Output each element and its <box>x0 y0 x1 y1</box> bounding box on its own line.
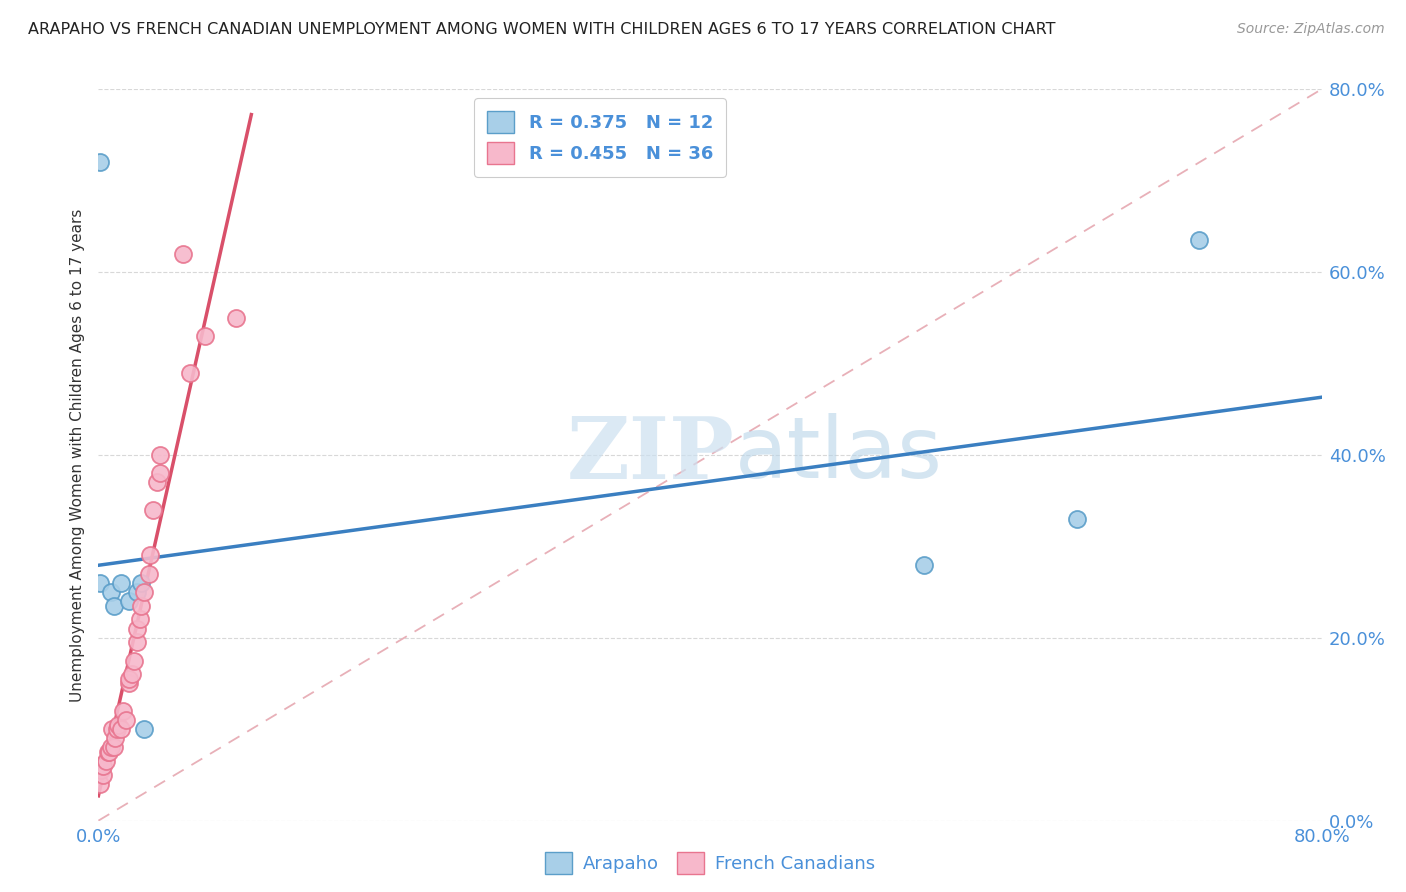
Point <box>118 672 141 686</box>
Point <box>121 667 143 681</box>
Point <box>98 745 121 759</box>
Point <box>105 723 128 737</box>
Point <box>125 635 148 649</box>
Point <box>101 723 124 737</box>
Y-axis label: Unemployment Among Women with Children Ages 6 to 17 years: Unemployment Among Women with Children A… <box>70 208 86 702</box>
Legend: Arapaho, French Canadians: Arapaho, French Canadians <box>534 841 886 885</box>
Point <box>89 777 111 791</box>
Point <box>107 717 129 731</box>
Point <box>139 549 162 563</box>
Point <box>145 475 167 490</box>
Point <box>149 466 172 480</box>
Text: ZIP: ZIP <box>567 413 734 497</box>
Point <box>118 676 141 690</box>
Point <box>912 558 935 572</box>
Point <box>1188 233 1211 247</box>
Point <box>125 622 148 636</box>
Text: atlas: atlas <box>734 413 942 497</box>
Point <box>225 310 247 325</box>
Point <box>103 599 125 613</box>
Point <box>115 713 138 727</box>
Point <box>118 594 141 608</box>
Point <box>138 566 160 581</box>
Text: ARAPAHO VS FRENCH CANADIAN UNEMPLOYMENT AMONG WOMEN WITH CHILDREN AGES 6 TO 17 Y: ARAPAHO VS FRENCH CANADIAN UNEMPLOYMENT … <box>28 22 1056 37</box>
Point <box>91 768 114 782</box>
Point <box>110 723 132 737</box>
Point <box>125 585 148 599</box>
Point <box>110 576 132 591</box>
Point <box>128 613 150 627</box>
Text: Source: ZipAtlas.com: Source: ZipAtlas.com <box>1237 22 1385 37</box>
Point <box>129 599 152 613</box>
Point <box>90 764 112 778</box>
Point <box>172 246 194 260</box>
Point <box>179 366 201 380</box>
Point <box>89 576 111 591</box>
Point <box>103 740 125 755</box>
Point <box>194 329 217 343</box>
Point <box>134 723 156 737</box>
Point <box>142 502 165 516</box>
Point <box>100 740 122 755</box>
Point <box>111 704 134 718</box>
Point <box>97 745 120 759</box>
Point <box>122 654 145 668</box>
Point <box>89 155 111 169</box>
Point <box>129 576 152 591</box>
Point <box>134 585 156 599</box>
Point <box>89 758 111 772</box>
Point <box>104 731 127 746</box>
Point <box>100 585 122 599</box>
Point <box>94 754 117 768</box>
Point <box>149 448 172 462</box>
Point <box>91 758 114 772</box>
Point <box>1066 512 1088 526</box>
